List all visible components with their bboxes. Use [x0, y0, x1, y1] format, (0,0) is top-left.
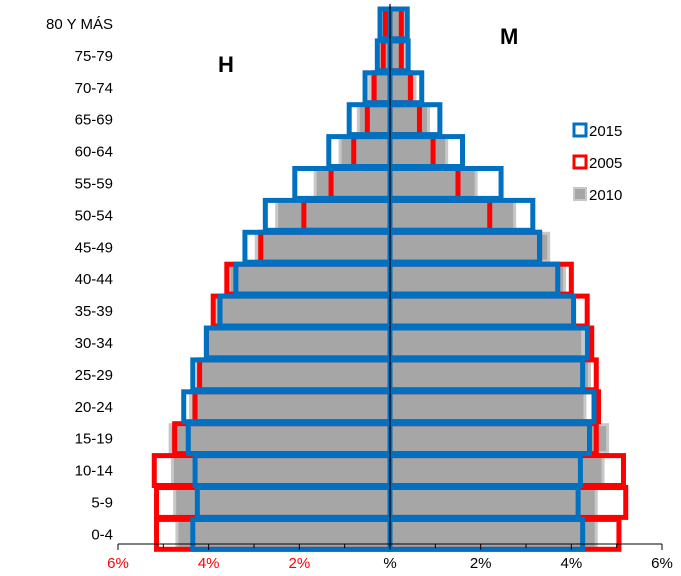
y-tick-label: 40-44 [75, 271, 113, 288]
y-tick-labels: 0-4 5-9 10-14 15-19 20-24 25-29 30-34 35-39 40-4… [46, 16, 113, 543]
left-sex-label: H [218, 52, 234, 77]
axes-layer [117, 4, 663, 550]
legend-label-2005: 2005 [589, 155, 622, 172]
legend-swatch-2005 [572, 154, 588, 170]
bar-2010-male-10-14 [170, 455, 392, 487]
x-tick-label: 2% [288, 555, 310, 572]
bar-2010-female-40-44 [388, 263, 567, 295]
y-tick-label: 10-14 [75, 463, 113, 480]
bar-2010-female-20-24 [388, 391, 587, 423]
legend-swatch-2015 [572, 122, 588, 138]
y-tick-label: 50-54 [75, 207, 113, 224]
legend-label-2015: 2015 [589, 123, 622, 140]
bar-2010-male-5-9 [173, 487, 392, 518]
bar-2010-female-60-64 [388, 136, 449, 168]
y-tick-label: 20-24 [75, 399, 113, 416]
x-tick-label: 2% [470, 555, 492, 572]
bar-2010-female-25-29 [388, 359, 591, 391]
bar-2010-male-35-39 [213, 295, 392, 327]
x-tick-label: 4% [560, 555, 582, 572]
bar-2010-male-55-59 [313, 168, 392, 199]
x-tick-labels: 6% 4% 2%% 2% 4% 6% [107, 555, 673, 572]
y-tick-label: 15-19 [75, 431, 113, 448]
y-tick-label: 0-4 [91, 526, 113, 543]
x-tick-label: % [383, 555, 396, 572]
legend-swatch-2010 [573, 187, 587, 201]
y-tick-label: 35-39 [75, 303, 113, 320]
bar-2010-male-20-24 [189, 391, 392, 423]
y-tick-label: 65-69 [75, 112, 113, 129]
bar-2010-female-10-14 [388, 455, 605, 487]
bar-2010-female-35-39 [388, 295, 576, 327]
bar-2010-female-50-54 [388, 199, 517, 231]
y-tick-label: 70-74 [75, 80, 113, 97]
x-tick-label: 6% [651, 555, 673, 572]
bar-2010-male-45-49 [254, 231, 392, 263]
legend-label-2010: 2010 [589, 187, 622, 204]
y-tick-label: 55-59 [75, 175, 113, 192]
y-tick-label: 25-29 [75, 367, 113, 384]
bar-2010-male-60-64 [338, 136, 392, 168]
bar-2010-female-5-9 [388, 487, 598, 518]
bar-2010-male-30-34 [204, 327, 392, 359]
right-sex-label: M [500, 24, 518, 49]
y-tick-label: 30-34 [75, 335, 113, 352]
bar-2010-male-25-29 [195, 359, 392, 391]
bar-2010-female-45-49 [388, 231, 551, 263]
y-tick-label: 5-9 [91, 494, 113, 511]
bar-2010-female-30-34 [388, 327, 585, 359]
bar-2010-male-65-69 [356, 104, 392, 136]
y-tick-label: 75-79 [75, 48, 113, 65]
bar-2010-female-65-69 [388, 104, 431, 136]
bar-2010-female-15-19 [388, 423, 610, 455]
y-tick-label: 80 Y MÁS [46, 16, 113, 33]
legend: 2015 2005 2010 [572, 122, 622, 204]
y-tick-label: 45-49 [75, 239, 113, 256]
x-tick-label: 6% [107, 555, 129, 572]
y-tick-label: 60-64 [75, 144, 113, 161]
bar-2010-male-50-54 [275, 199, 392, 231]
bar-2010-male-40-44 [227, 263, 392, 295]
bar-2010-female-55-59 [388, 168, 478, 199]
x-tick-label: 4% [198, 555, 220, 572]
bar-2010-male-15-19 [168, 423, 392, 455]
